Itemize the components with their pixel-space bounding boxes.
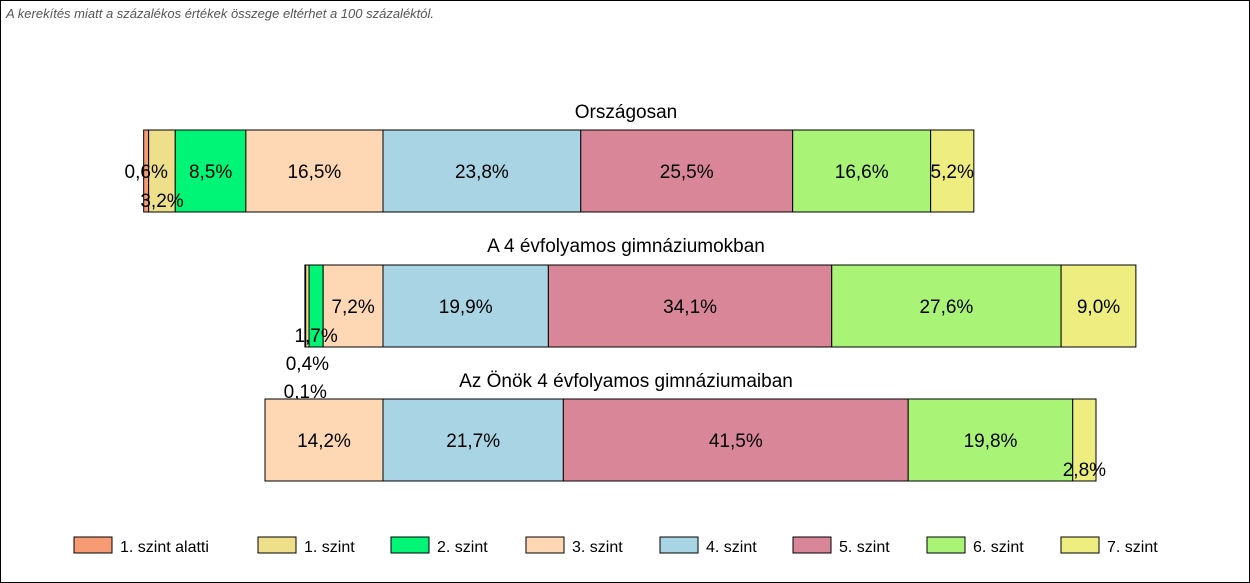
- legend-swatch: [390, 536, 430, 554]
- legend-swatch: [659, 536, 699, 554]
- data-label: 9,0%: [1077, 297, 1120, 318]
- legend-label: 1. szint: [304, 539, 355, 556]
- legend-swatch: [525, 536, 565, 554]
- data-label: 41,5%: [709, 431, 763, 452]
- bar-segment: [382, 264, 549, 348]
- legend-label: 3. szint: [572, 539, 623, 556]
- bar-segment: [322, 264, 384, 348]
- legend-swatch: [73, 536, 113, 554]
- legend-label: 4. szint: [706, 539, 757, 556]
- legend-label: 6. szint: [973, 539, 1024, 556]
- data-label: 19,9%: [439, 297, 493, 318]
- data-label: 0,4%: [286, 354, 329, 375]
- legend-label: 2. szint: [437, 539, 488, 556]
- bar-segment: [907, 398, 1074, 482]
- legend-label: 1. szint alatti: [120, 539, 209, 556]
- legend-swatch: [1060, 536, 1100, 554]
- data-label: 19,8%: [964, 431, 1018, 452]
- legend-swatch: [792, 536, 832, 554]
- bar-segment: [264, 398, 384, 482]
- data-label: 27,6%: [919, 297, 973, 318]
- bar-segment: [547, 264, 833, 348]
- rounding-note: A kerekítés miatt a százalékos értékek ö…: [6, 6, 435, 21]
- bar-segment: [792, 129, 932, 213]
- bar-segment: [580, 129, 794, 213]
- data-label: 3,2%: [140, 191, 183, 212]
- data-label: 16,5%: [287, 162, 341, 183]
- data-label: 2,8%: [1063, 460, 1106, 481]
- group-title: Országosan: [575, 102, 677, 123]
- legend-label: 7. szint: [1107, 539, 1158, 556]
- data-label: 1,7%: [294, 326, 337, 347]
- data-label: 23,8%: [455, 162, 509, 183]
- data-label: 0,1%: [284, 382, 327, 403]
- data-label: 14,2%: [297, 431, 351, 452]
- data-label: 34,1%: [663, 297, 717, 318]
- bar-segment: [831, 264, 1062, 348]
- bar-segment: [1072, 398, 1097, 482]
- data-label: 7,2%: [331, 297, 374, 318]
- data-label: 0,6%: [125, 162, 168, 183]
- data-label: 5,2%: [931, 162, 974, 183]
- group-title: Az Önök 4 évfolyamos gimnáziumaiban: [459, 371, 793, 392]
- data-label: 25,5%: [660, 162, 714, 183]
- legend-swatch: [257, 536, 297, 554]
- legend-swatch: [926, 536, 966, 554]
- bar-segment: [382, 129, 582, 213]
- data-label: 21,7%: [446, 431, 500, 452]
- legend-label: 5. szint: [839, 539, 890, 556]
- group-title: A 4 évfolyamos gimnáziumokban: [487, 236, 765, 257]
- bar-segment: [930, 129, 975, 213]
- bar-segment: [382, 398, 564, 482]
- bar-segment: [1060, 264, 1137, 348]
- bar-segment: [148, 129, 176, 213]
- bar-segment: [562, 398, 909, 482]
- data-label: 16,6%: [835, 162, 889, 183]
- bar-segment: [245, 129, 384, 213]
- data-label: 8,5%: [189, 162, 232, 183]
